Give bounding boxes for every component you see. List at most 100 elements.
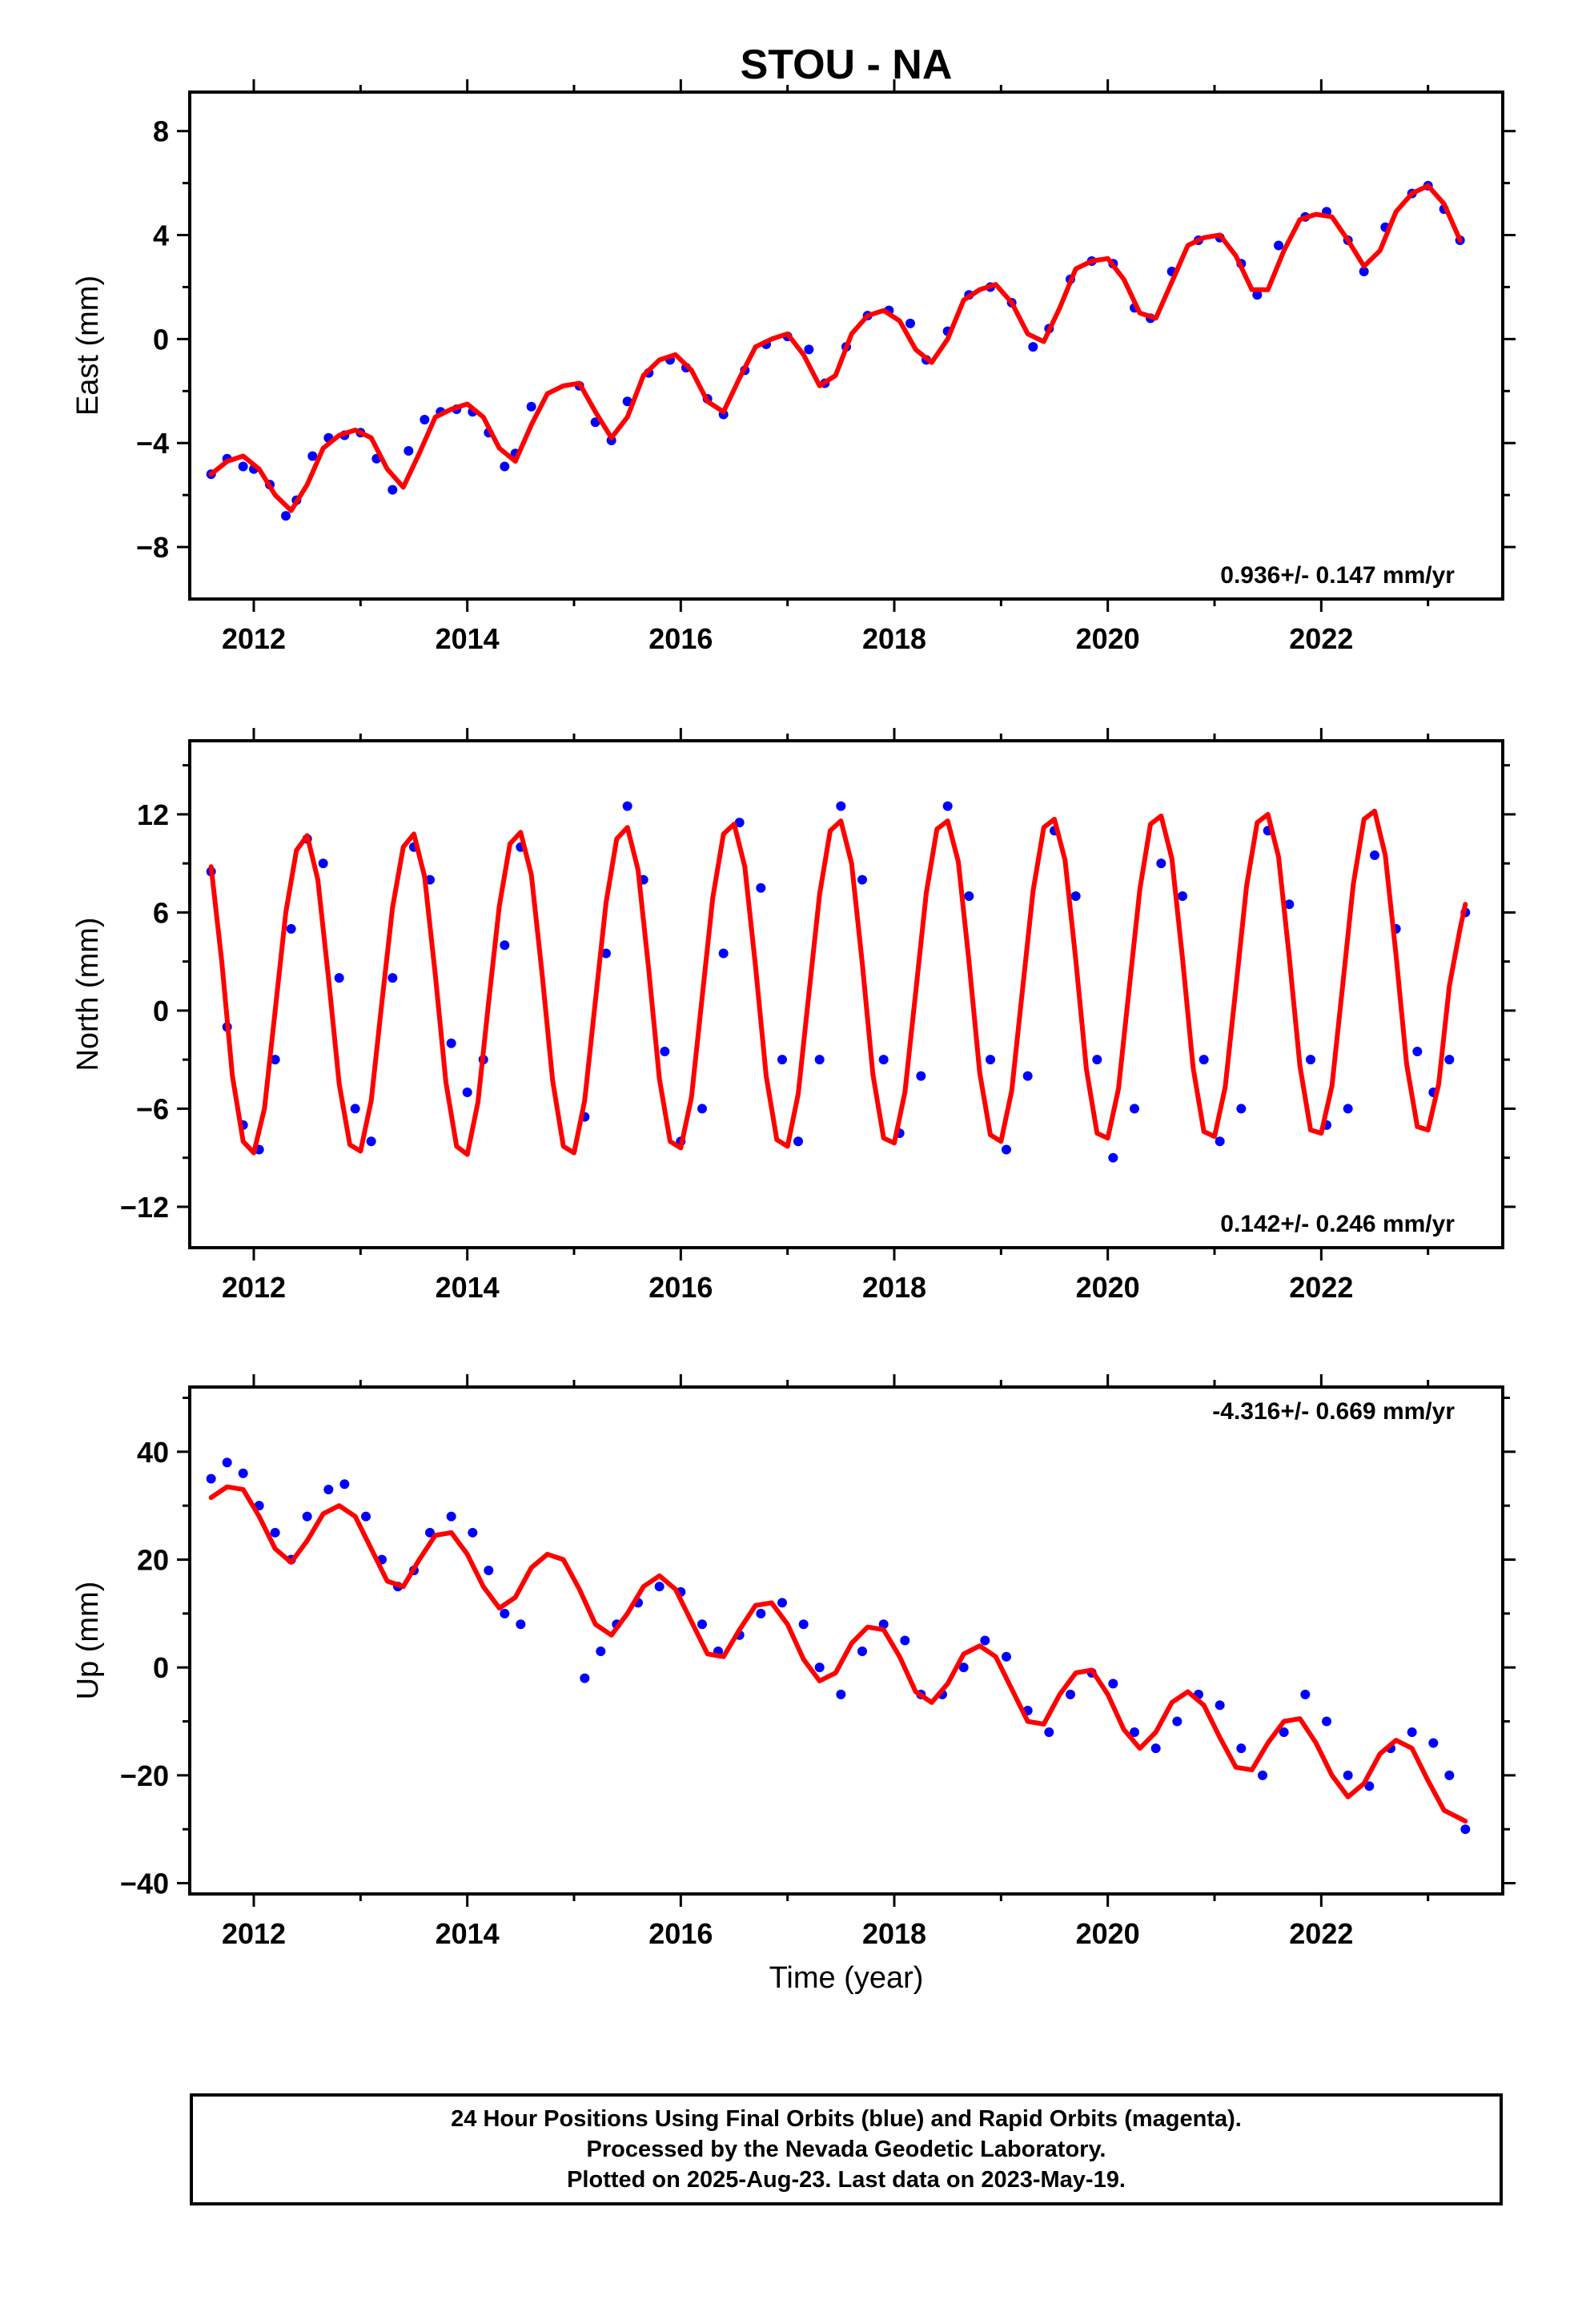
up-data-point <box>484 1565 494 1575</box>
north-data-point <box>857 875 867 885</box>
up-data-point <box>1444 1770 1455 1780</box>
y-tick-label: 4 <box>153 219 169 252</box>
north-plot-frame <box>188 739 1504 1249</box>
up-data-point <box>270 1527 280 1538</box>
east-data-point <box>1274 240 1283 251</box>
east-data-point <box>387 485 398 495</box>
up-data-point <box>1172 1716 1182 1727</box>
y-tick-label: −8 <box>136 531 169 564</box>
north-data-point <box>1215 1136 1225 1147</box>
x-tick-label: 2020 <box>1076 1917 1140 1950</box>
up-data-point <box>238 1468 248 1478</box>
up-data-point <box>1108 1679 1118 1689</box>
up-data-point <box>836 1689 846 1699</box>
x-tick-label: 2018 <box>862 1917 926 1950</box>
x-axis-label: Time (year) <box>769 1961 924 1995</box>
east-data-point <box>307 451 318 461</box>
up-data-point <box>1130 1727 1139 1737</box>
x-tick-label: 2020 <box>1076 622 1140 655</box>
north-data-point <box>462 1088 472 1098</box>
x-tick-label: 2014 <box>436 1271 500 1304</box>
x-tick-label: 2016 <box>648 1917 713 1950</box>
north-data-point <box>500 940 510 951</box>
x-tick-label: 2012 <box>222 1917 286 1950</box>
y-tick-label: 6 <box>153 896 169 929</box>
up-data-point <box>1002 1651 1011 1662</box>
east-data-point <box>526 401 536 412</box>
north-data-point <box>942 801 953 811</box>
x-tick-label: 2022 <box>1289 1917 1353 1950</box>
up-data-point <box>1066 1689 1075 1699</box>
up-data-point <box>1428 1738 1439 1748</box>
north-data-point <box>350 1104 360 1114</box>
north-data-point <box>718 948 729 959</box>
east-data-point <box>622 396 632 407</box>
north-data-point <box>622 801 632 811</box>
y-tick-label: 40 <box>137 1436 169 1469</box>
up-data-point <box>1322 1716 1331 1727</box>
east-data-point <box>281 511 291 521</box>
up-data-point <box>468 1527 478 1538</box>
north-data-point <box>1178 891 1187 901</box>
north-rate-label: 0.142+/- 0.246 mm/yr <box>1220 1211 1455 1237</box>
up-data-point <box>980 1635 990 1646</box>
up-model-line <box>208 1484 1468 1824</box>
north-data-point <box>601 948 611 959</box>
footer-box: 24 Hour Positions Using Final Orbits (bl… <box>190 2093 1503 2205</box>
north-data-point <box>1022 1071 1033 1081</box>
east-plot-area <box>206 180 1465 521</box>
y-tick-label: 0 <box>153 995 169 1027</box>
north-data-point <box>1130 1104 1139 1114</box>
x-tick-label: 2012 <box>222 1271 286 1304</box>
north-data-point <box>660 1046 670 1056</box>
x-tick-label: 2014 <box>436 1917 500 1950</box>
north-data-point <box>697 1104 707 1114</box>
x-tick-label: 2020 <box>1076 1271 1140 1304</box>
north-data-point <box>1092 1055 1102 1065</box>
x-tick-label: 2016 <box>648 1271 713 1304</box>
up-data-point <box>878 1619 889 1630</box>
east-plot-frame <box>188 90 1504 601</box>
east-data-point <box>404 445 414 456</box>
panel-north: 2012 2014 2016 2018 2020 2022 −12 −6 0 6 12 North (… <box>71 728 1516 1304</box>
north-data-point <box>318 858 328 869</box>
up-data-point <box>798 1619 809 1630</box>
east-data-point <box>1359 266 1369 276</box>
north-data-point <box>878 1055 889 1065</box>
y-tick-label: 12 <box>137 798 169 831</box>
x-tick-label: 2022 <box>1289 622 1353 655</box>
north-data-point <box>986 1055 995 1065</box>
up-data-point <box>697 1619 707 1630</box>
north-data-point <box>387 973 398 983</box>
up-data-point <box>1364 1781 1375 1791</box>
up-data-point <box>516 1619 526 1630</box>
x-tick-label: 2018 <box>862 1271 926 1304</box>
up-data-point <box>323 1484 334 1494</box>
up-data-point <box>500 1608 510 1618</box>
x-tick-label: 2018 <box>862 622 926 655</box>
north-plot-area <box>206 801 1471 1163</box>
y-tick-label: −12 <box>120 1191 169 1224</box>
north-data-point <box>1284 899 1295 910</box>
x-tick-label: 2014 <box>436 622 500 655</box>
north-data-point <box>334 973 344 983</box>
up-data-point <box>1236 1743 1247 1754</box>
east-model-line <box>208 183 1463 513</box>
x-tick-label: 2016 <box>648 622 713 655</box>
y-tick-label: 20 <box>137 1543 169 1576</box>
y-tick-label: −20 <box>120 1759 169 1792</box>
up-data-point <box>900 1635 910 1646</box>
north-data-point <box>286 923 296 934</box>
up-data-point <box>1215 1700 1225 1711</box>
north-data-point <box>1412 1046 1423 1056</box>
north-data-point <box>734 818 745 828</box>
north-data-point <box>1199 1055 1209 1065</box>
north-data-point <box>1108 1152 1118 1163</box>
north-data-point <box>1444 1055 1455 1065</box>
north-data-point <box>836 801 846 811</box>
up-data-point <box>1300 1689 1311 1699</box>
up-data-point <box>777 1598 787 1608</box>
footer-line-1: 24 Hour Positions Using Final Orbits (bl… <box>451 2106 1242 2132</box>
east-y-axis-label: East (mm) <box>71 275 105 416</box>
up-data-point <box>580 1673 590 1683</box>
